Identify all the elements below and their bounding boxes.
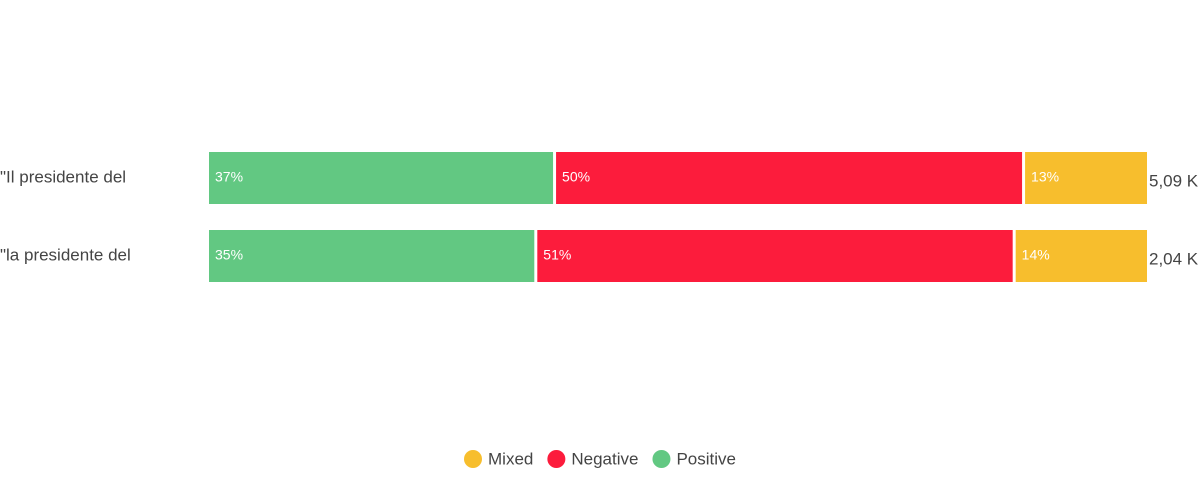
total-label: 2,04 K bbox=[1149, 249, 1199, 268]
value-label: 37% bbox=[215, 169, 243, 185]
bar-segment bbox=[556, 152, 1023, 204]
value-label: 35% bbox=[215, 247, 243, 263]
legend-label: Negative bbox=[571, 449, 638, 468]
legend-swatch bbox=[464, 450, 482, 468]
value-label: 14% bbox=[1022, 247, 1050, 263]
value-label: 13% bbox=[1031, 169, 1059, 185]
legend-label: Positive bbox=[676, 449, 736, 468]
bar-segment bbox=[1025, 152, 1147, 204]
legend-swatch bbox=[652, 450, 671, 468]
value-label: 51% bbox=[543, 247, 571, 263]
bar-segment bbox=[1015, 230, 1147, 282]
category-label: "la presidente del bbox=[0, 245, 131, 264]
bar-segment bbox=[209, 152, 554, 204]
bar-segment bbox=[537, 230, 1013, 282]
legend-swatch bbox=[547, 450, 566, 468]
category-label: "Il presidente del bbox=[0, 167, 126, 186]
total-label: 5,09 K bbox=[1149, 171, 1199, 190]
legend-label: Mixed bbox=[488, 449, 533, 468]
value-label: 50% bbox=[562, 169, 590, 185]
bar-segment bbox=[209, 230, 535, 282]
